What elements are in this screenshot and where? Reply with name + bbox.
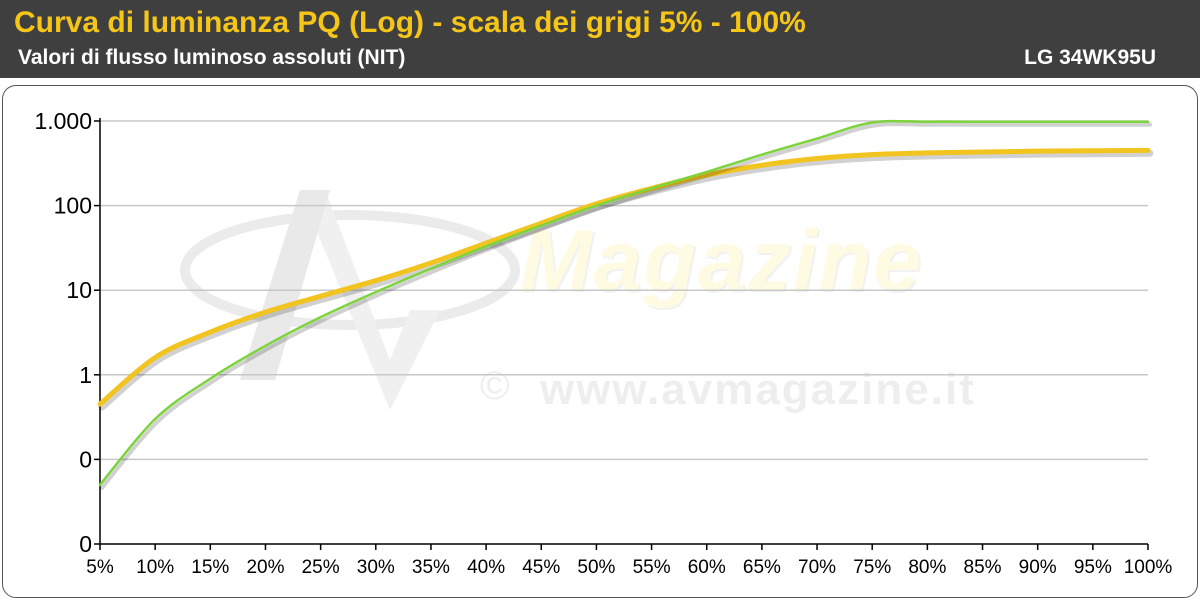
x-tick-label: 85% xyxy=(964,557,1002,578)
series-line-shadow xyxy=(98,149,1154,411)
x-tick-label: 55% xyxy=(633,557,671,578)
series-line-shadow xyxy=(100,122,1152,490)
av-logo-watermark-icon xyxy=(180,190,520,410)
x-tick-label: 70% xyxy=(798,557,836,578)
y-tick-label: 0 xyxy=(79,446,92,472)
x-tick-label: 65% xyxy=(743,557,781,578)
series-reference xyxy=(98,119,1152,490)
x-tick-label: 25% xyxy=(302,557,340,578)
chart-title: Curva di luminanza PQ (Log) - scala dei … xyxy=(14,6,806,39)
x-tick-label: 75% xyxy=(853,557,891,578)
series-measured xyxy=(97,147,1154,411)
x-tick-label: 20% xyxy=(246,557,284,578)
x-tick-label: 100% xyxy=(1124,557,1173,578)
watermark-url: www.avmagazine.it xyxy=(540,365,976,414)
series-lines xyxy=(97,119,1154,490)
watermark-brand: Magazine xyxy=(520,213,924,309)
x-tick-label: 90% xyxy=(1019,557,1057,578)
grid-lines xyxy=(100,120,1148,461)
x-tick-label: 60% xyxy=(688,557,726,578)
x-tick-label: 30% xyxy=(357,557,395,578)
x-tick-label: 35% xyxy=(412,557,450,578)
x-tick-label: 40% xyxy=(467,557,505,578)
series-line xyxy=(98,119,1150,487)
y-tick-label: 10 xyxy=(66,277,92,303)
y-tick-label: 100 xyxy=(54,193,92,219)
chart-header: Curva di luminanza PQ (Log) - scala dei … xyxy=(0,0,1200,78)
tick-labels: 0 0 1 10 100 1.000 5% 10% 15% 20% 25% 30% 35% 40% 45% 5… xyxy=(34,108,1172,578)
x-tick-label: 10% xyxy=(136,557,174,578)
x-tick-label: 50% xyxy=(577,557,615,578)
avmagazine-watermark: Magazine © www.avmagazine.it xyxy=(180,180,1020,440)
x-tick-label: 45% xyxy=(522,557,560,578)
series-line xyxy=(97,147,1151,407)
x-tick-label: 80% xyxy=(908,557,946,578)
copyright-icon: © xyxy=(480,364,510,408)
x-tick-label: 5% xyxy=(86,557,114,578)
x-tick-label: 95% xyxy=(1074,557,1112,578)
monitor-model-label: LG 34WK95U xyxy=(1024,46,1156,69)
plot-area-border xyxy=(2,85,1198,598)
axes xyxy=(94,118,1149,550)
y-tick-label: 0 xyxy=(79,531,92,557)
chart-subtitle: Valori di flusso luminoso assoluti (NIT) xyxy=(18,46,406,69)
x-tick-label: 15% xyxy=(191,557,229,578)
y-tick-label: 1 xyxy=(79,362,92,388)
y-tick-label: 1.000 xyxy=(34,108,92,134)
